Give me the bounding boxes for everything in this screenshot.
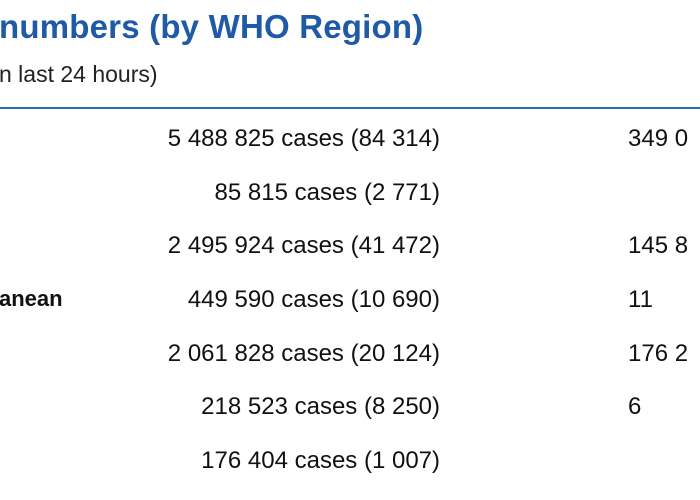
cases-cell: 85 815 cases (2 771) (214, 179, 440, 206)
header-rule (0, 107, 700, 109)
deaths-cell: 11 (628, 286, 653, 313)
table-row: 176 404 cases (1 007) (0, 439, 700, 479)
cases-cell: 5 488 825 cases (84 314) (167, 125, 440, 152)
cases-cell: 2 061 828 cases (20 124) (167, 340, 440, 367)
table-row: 2 495 924 cases (41 472) 145 8 (0, 224, 700, 264)
row-label: anean (0, 286, 63, 311)
cases-cell: 218 523 cases (8 250) (201, 393, 440, 420)
deaths-cell: 6 (628, 393, 642, 420)
table-row: 85 815 cases (2 771) (0, 171, 700, 211)
table-row: anean 449 590 cases (10 690) 11 (0, 278, 700, 318)
cases-cell: 449 590 cases (10 690) (187, 286, 440, 313)
cases-cell: 2 495 924 cases (41 472) (167, 232, 440, 259)
page-subtitle: n last 24 hours) (0, 61, 158, 87)
deaths-cell: 349 0 (628, 125, 689, 152)
cases-cell: 176 404 cases (1 007) (201, 447, 440, 474)
table-row-global: 5 488 825 cases (84 314) 349 0 (0, 117, 700, 157)
page-title: numbers (by WHO Region) (0, 8, 424, 45)
table-row: 218 523 cases (8 250) 6 (0, 385, 700, 425)
deaths-cell: 145 8 (628, 232, 689, 259)
table-row: 2 061 828 cases (20 124) 176 2 (0, 332, 700, 372)
deaths-cell: 176 2 (628, 340, 689, 367)
